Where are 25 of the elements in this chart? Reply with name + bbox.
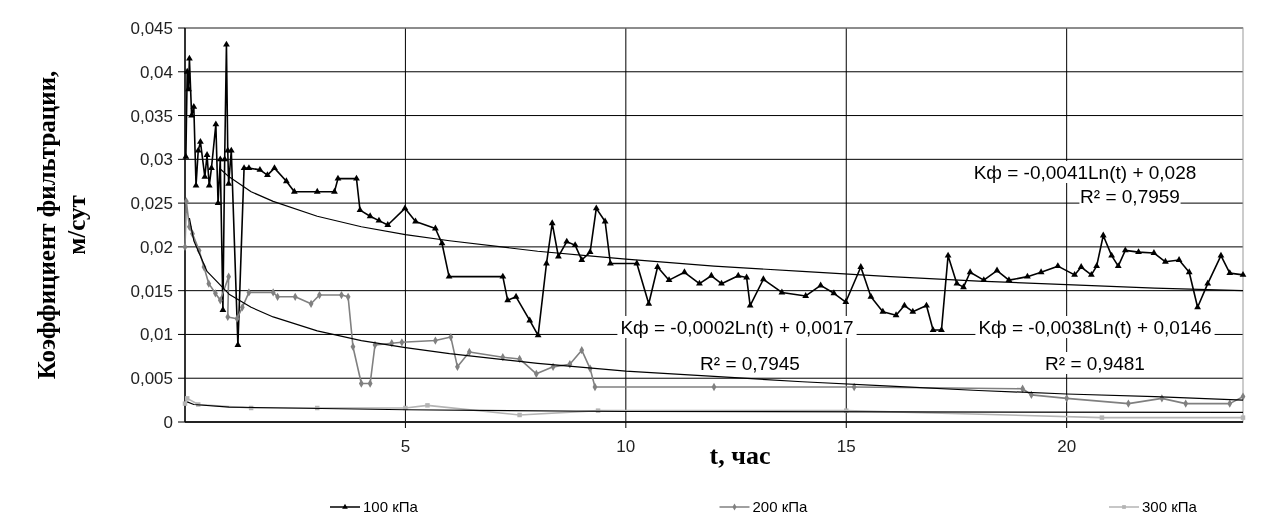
y-tick-label: 0	[163, 412, 173, 432]
legend-label: 100 кПа	[363, 498, 419, 516]
y-axis-title: Коэффициент фильтрации, м/сут	[33, 70, 90, 380]
y-tick-label: 0,03	[139, 150, 173, 170]
annotation: R² = 0,9481	[1045, 352, 1145, 374]
y-tick-label: 0,035	[130, 106, 173, 126]
legend-label: 300 кПа	[1142, 498, 1198, 516]
x-tick-label: 5	[400, 437, 411, 456]
x-axis-title: t, час	[709, 441, 771, 470]
y-tick-label: 0,02	[139, 237, 173, 257]
x-tick-label: 15	[836, 437, 856, 456]
legend-label: 200 кПа	[752, 498, 809, 516]
x-tick-label: 10	[616, 437, 636, 456]
annotation: Kф = -0,0041Ln(t) + 0,028	[973, 161, 1197, 183]
y-tick-label: 0,045	[130, 18, 173, 38]
annotation: Kф = -0,0038Ln(t) + 0,0146	[978, 316, 1212, 338]
x-tick-label: 20	[1057, 437, 1077, 456]
annotation: R² = 0,7959	[1080, 185, 1180, 207]
y-tick-label: 0,005	[130, 369, 173, 389]
y-tick-label: 0,015	[130, 281, 173, 301]
y-tick-label: 0,01	[139, 325, 173, 345]
y-tick-label: 0,04	[139, 62, 173, 82]
annotation: Kф = -0,0002Ln(t) + 0,0017	[620, 316, 854, 338]
annotation: R² = 0,7945	[700, 352, 800, 374]
y-tick-label: 0,025	[130, 194, 173, 214]
